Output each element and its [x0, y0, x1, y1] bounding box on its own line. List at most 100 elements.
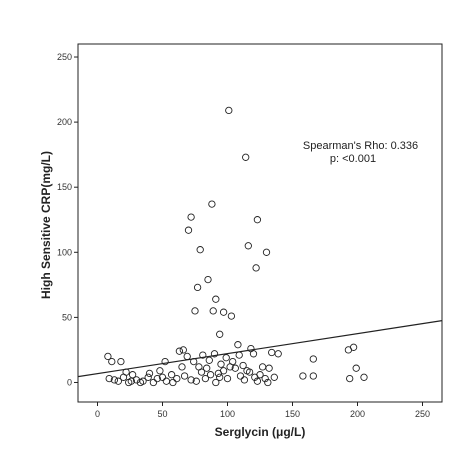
data-point: [235, 351, 243, 359]
data-point: [239, 361, 247, 370]
data-point: [225, 106, 233, 115]
data-point: [227, 312, 236, 320]
data-point: [104, 352, 112, 361]
data-point: [270, 373, 278, 381]
data-point: [108, 357, 116, 366]
data-point: [212, 378, 220, 387]
data-point: [114, 377, 122, 385]
y-tick-label: 50: [62, 312, 72, 322]
points-layer: [104, 106, 368, 387]
data-point: [265, 364, 273, 372]
data-point: [206, 371, 215, 379]
p-value-annotation: p: <0.001: [330, 153, 376, 165]
data-point: [309, 355, 317, 363]
data-point: [201, 374, 210, 383]
data-point: [268, 348, 276, 357]
data-point: [243, 367, 251, 375]
data-point: [161, 357, 169, 366]
data-point: [180, 372, 189, 380]
data-point: [208, 200, 216, 208]
data-point: [158, 373, 167, 381]
data-point: [244, 242, 252, 250]
regression-line: [77, 320, 443, 378]
data-point: [192, 377, 200, 385]
data-point: [352, 364, 360, 372]
data-point: [175, 347, 184, 355]
data-point: [169, 378, 177, 387]
y-tick-label: 150: [57, 182, 72, 192]
data-point: [187, 376, 195, 384]
data-point: [117, 357, 125, 366]
data-point: [136, 378, 145, 387]
data-point: [110, 376, 119, 384]
data-point: [234, 341, 242, 349]
data-point: [217, 360, 225, 368]
data-point: [203, 364, 211, 372]
data-point: [149, 378, 158, 387]
data-point: [191, 307, 199, 315]
data-point: [262, 248, 271, 256]
plot-frame: [77, 43, 443, 403]
data-point: [105, 374, 113, 383]
data-point: [145, 369, 154, 378]
y-tick-label: 0: [67, 377, 72, 387]
data-point: [252, 264, 260, 272]
data-point: [249, 350, 258, 358]
data-point: [236, 372, 245, 380]
data-point: [205, 356, 213, 364]
data-point: [144, 373, 152, 381]
data-point: [196, 246, 204, 254]
x-tick-label: 100: [220, 409, 235, 419]
data-point: [299, 372, 307, 380]
data-point: [178, 363, 186, 371]
data-point: [193, 283, 202, 292]
data-point: [231, 364, 239, 372]
data-point: [153, 374, 161, 383]
data-point: [195, 363, 203, 371]
data-point: [119, 373, 128, 381]
data-point: [258, 363, 267, 371]
data-point: [156, 367, 164, 375]
data-point: [127, 377, 135, 385]
y-axis-title: High Sensitive CRP(mg/L): [39, 151, 53, 299]
data-point: [187, 213, 195, 221]
data-point: [253, 377, 262, 385]
data-point: [219, 308, 228, 316]
data-point: [162, 377, 171, 385]
x-tick-label: 50: [157, 409, 167, 419]
data-point: [184, 226, 193, 234]
data-point: [167, 371, 176, 379]
data-point: [253, 216, 262, 224]
data-point: [346, 374, 354, 383]
data-point: [183, 352, 191, 361]
spearman-rho-annotation: Spearman's Rho: 0.336: [303, 140, 418, 152]
tick-layer: 0 50 100 150 200 250 0 50 100 150 200 250: [57, 52, 430, 419]
x-tick-label: 250: [415, 409, 430, 419]
data-point: [222, 354, 230, 362]
y-tick-label: 200: [57, 117, 72, 127]
x-tick-label: 0: [95, 409, 100, 419]
data-point: [216, 330, 224, 338]
data-point: [223, 374, 232, 383]
data-point: [226, 363, 234, 371]
data-point: [360, 373, 368, 381]
x-tick-label: 150: [285, 409, 300, 419]
data-point: [199, 351, 207, 359]
y-tick-label: 100: [57, 247, 72, 257]
data-point: [216, 373, 224, 381]
data-point: [212, 295, 220, 303]
data-point: [173, 374, 181, 383]
data-point: [210, 350, 219, 358]
data-point: [349, 343, 358, 351]
data-point: [256, 371, 264, 379]
x-axis-title: Serglycin (μg/L): [215, 425, 306, 439]
data-point: [240, 376, 249, 384]
data-point: [261, 374, 269, 383]
data-point: [204, 275, 212, 284]
data-point: [209, 307, 217, 315]
data-point: [274, 350, 282, 358]
y-tick-label: 250: [57, 52, 72, 62]
data-point: [264, 378, 272, 387]
x-tick-label: 200: [350, 409, 365, 419]
